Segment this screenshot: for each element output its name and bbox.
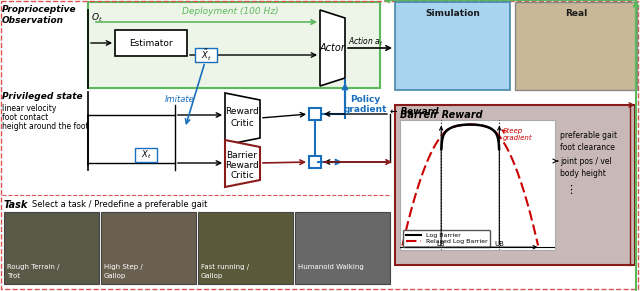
Text: Privileged state: Privileged state: [2, 92, 83, 101]
Bar: [135, 148, 157, 162]
Text: Select a task / Predefine a preferable gait: Select a task / Predefine a preferable g…: [32, 200, 207, 209]
Bar: [515, 2, 637, 90]
Text: Fast running /: Fast running /: [201, 264, 249, 270]
Text: linear velocity: linear velocity: [2, 104, 56, 113]
Text: $\tilde{X}_t$: $\tilde{X}_t$: [201, 47, 211, 63]
Text: Imitate: Imitate: [165, 95, 195, 104]
Text: Proprioceptive: Proprioceptive: [2, 5, 77, 14]
Bar: [309, 156, 321, 168]
Polygon shape: [320, 10, 345, 86]
Text: $O_t$: $O_t$: [91, 12, 103, 24]
Text: Humanoid Walking: Humanoid Walking: [298, 264, 364, 270]
Text: Actor: Actor: [319, 43, 345, 53]
Text: height around the foot: height around the foot: [2, 122, 88, 131]
Text: Barreir Reward: Barreir Reward: [400, 110, 483, 120]
Text: Estimator: Estimator: [129, 38, 173, 47]
Polygon shape: [225, 93, 260, 145]
Text: Critic: Critic: [230, 171, 254, 180]
Text: $X_t$: $X_t$: [141, 149, 151, 161]
Bar: [195, 48, 217, 62]
Text: UB: UB: [494, 241, 504, 246]
Bar: [295, 212, 390, 284]
Text: Simulation: Simulation: [425, 9, 480, 18]
Text: Observation: Observation: [2, 16, 64, 25]
Text: body height: body height: [560, 169, 606, 178]
Text: Critic: Critic: [230, 118, 254, 127]
Text: Action $\boldsymbol{a_t}$: Action $\boldsymbol{a_t}$: [348, 36, 384, 48]
Text: Barrier: Barrier: [227, 150, 257, 159]
Bar: [88, 2, 380, 88]
Bar: [101, 212, 196, 284]
Text: Gallop: Gallop: [201, 273, 223, 279]
Text: Rough Terrain /: Rough Terrain /: [7, 264, 60, 270]
Bar: [400, 120, 555, 250]
Text: foot clearance: foot clearance: [560, 143, 615, 152]
Text: Policy: Policy: [350, 95, 380, 104]
Text: Task: Task: [4, 200, 28, 210]
Legend: Log Barrier, Relaxed Log Barrier: Log Barrier, Relaxed Log Barrier: [403, 230, 490, 247]
Text: ⋮: ⋮: [565, 185, 576, 195]
Text: Deployment (100 Hz): Deployment (100 Hz): [182, 7, 278, 16]
Text: ← Reward: ← Reward: [390, 107, 438, 116]
Text: Gallop: Gallop: [104, 273, 126, 279]
Bar: [198, 212, 293, 284]
Text: Real: Real: [565, 9, 587, 18]
Bar: [309, 108, 321, 120]
Text: Steep
gradient: Steep gradient: [503, 128, 532, 141]
Text: Trot: Trot: [7, 273, 20, 279]
Text: foot contact: foot contact: [2, 113, 48, 122]
Text: joint pos / vel: joint pos / vel: [560, 157, 612, 166]
Text: gradient: gradient: [343, 105, 387, 114]
Text: preferable gait: preferable gait: [560, 130, 617, 139]
Text: LB: LB: [437, 241, 445, 246]
Bar: [395, 105, 635, 265]
Text: Reward: Reward: [225, 161, 259, 169]
Bar: [115, 30, 187, 56]
Bar: [395, 2, 510, 90]
Text: High Step /: High Step /: [104, 264, 143, 270]
Text: Reward: Reward: [225, 107, 259, 116]
Polygon shape: [225, 140, 260, 187]
Bar: [4, 212, 99, 284]
